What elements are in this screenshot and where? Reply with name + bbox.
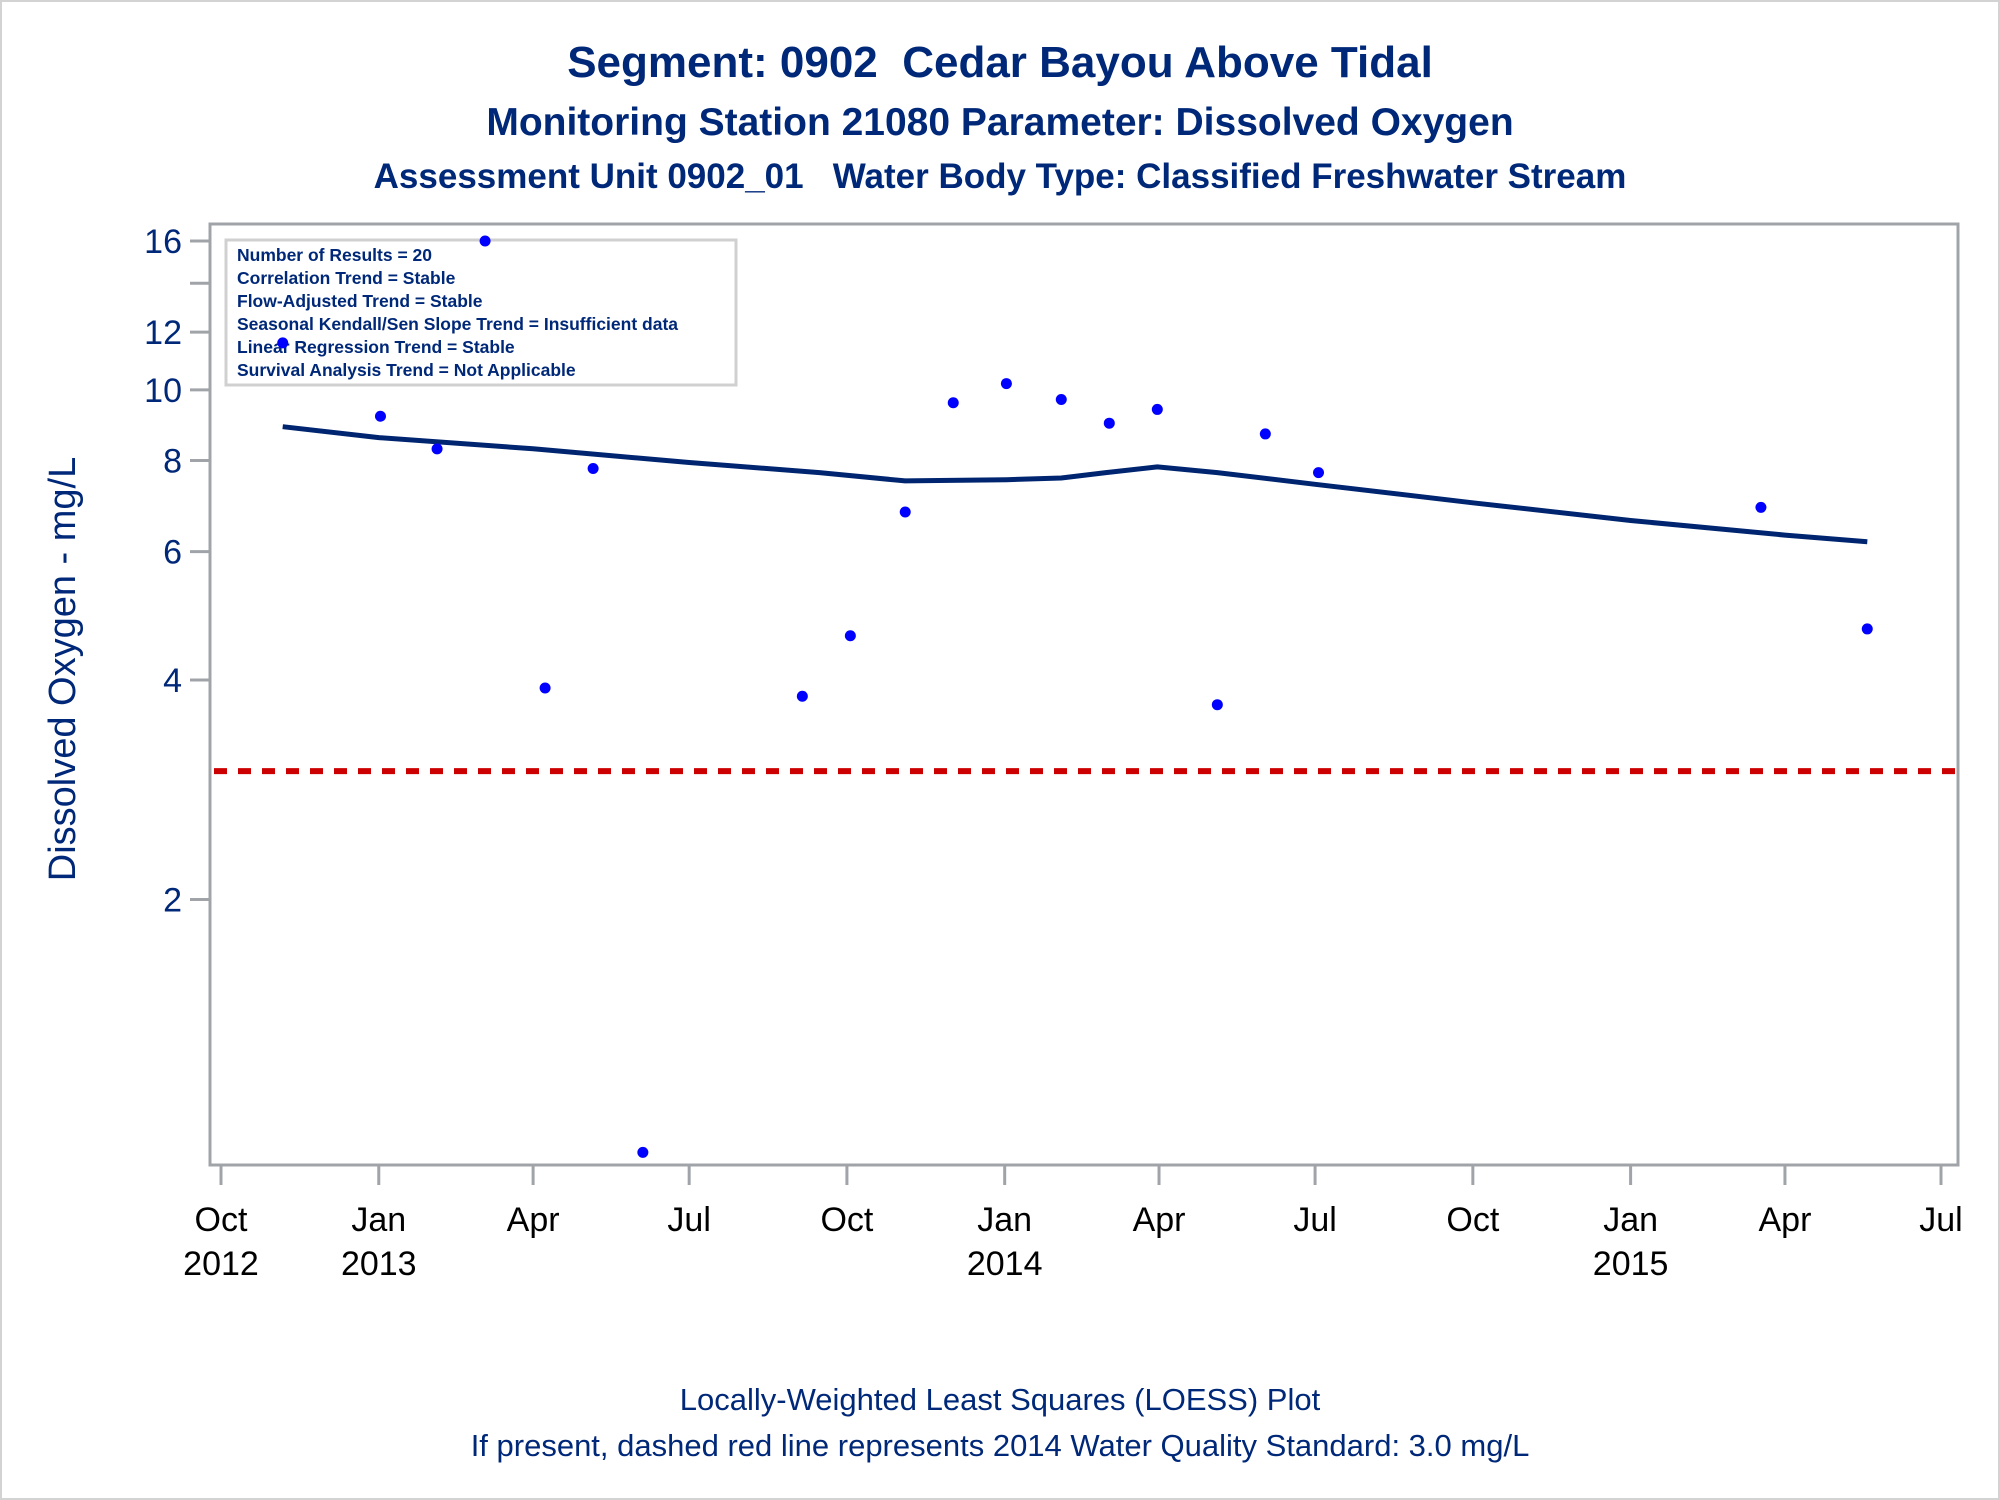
data-point <box>1000 378 1012 390</box>
x-tick-label: Oct <box>820 1201 873 1239</box>
data-point <box>539 682 551 694</box>
y-tick-label: 6 <box>163 534 182 572</box>
x-tick-label: Oct <box>1446 1201 1499 1239</box>
x-tick-label: Apr <box>1758 1201 1811 1239</box>
data-point <box>479 235 491 247</box>
y-tick-label: 10 <box>144 372 182 410</box>
data-point <box>796 690 808 702</box>
footnote-standard: If present, dashed red line represents 2… <box>470 1428 1530 1463</box>
y-tick-label: 2 <box>163 882 182 920</box>
data-point <box>1259 428 1271 440</box>
x-tick-label: Jan <box>977 1201 1032 1239</box>
data-point <box>431 443 443 455</box>
legend-line: Correlation Trend = Stable <box>237 268 456 288</box>
data-point <box>637 1146 649 1158</box>
data-point <box>277 337 289 349</box>
x-tick-label: Jul <box>1293 1201 1336 1239</box>
x-tick-label: Apr <box>507 1201 560 1239</box>
y-axis-label: Dissolved Oxygen - mg/L <box>42 457 84 882</box>
footnote-loess: Locally-Weighted Least Squares (LOESS) P… <box>679 1382 1321 1417</box>
y-tick-label: 4 <box>163 662 182 700</box>
data-point <box>1861 623 1873 635</box>
data-point <box>899 506 911 518</box>
x-tick-year-label: 2015 <box>1593 1245 1669 1283</box>
y-axis: 2 4 6 8 10 12 16 <box>144 223 210 920</box>
chart-subtitle-2: Assessment Unit 0902_01 Water Body Type:… <box>373 157 1627 196</box>
y-tick-label: 16 <box>144 223 182 261</box>
legend-line: Number of Results = 20 <box>237 245 432 265</box>
x-tick-label: Jul <box>667 1201 710 1239</box>
data-point <box>374 410 386 422</box>
data-points <box>277 235 1873 1158</box>
data-point <box>947 397 959 409</box>
data-point <box>1055 393 1067 405</box>
data-point <box>1211 699 1223 711</box>
data-point <box>1755 501 1767 513</box>
legend-line: Flow-Adjusted Trend = Stable <box>237 291 483 311</box>
x-tick-label: Jul <box>1919 1201 1962 1239</box>
legend-line: Seasonal Kendall/Sen Slope Trend = Insuf… <box>237 314 678 334</box>
plot-area <box>208 222 1960 1167</box>
data-point <box>1103 417 1115 429</box>
x-axis: Oct 2012 Jan 2013 Apr Jul Oct Jan 2014 Apr Jul Oct J… <box>183 1165 1963 1283</box>
data-point <box>587 463 599 475</box>
legend-line: Survival Analysis Trend = Not Applicable <box>237 360 576 380</box>
trend-legend-box: Number of Results = 20 Correlation Trend … <box>224 238 738 387</box>
x-tick-label: Apr <box>1133 1201 1186 1239</box>
legend-line: Linear Regression Trend = Stable <box>237 337 515 357</box>
data-point <box>844 630 856 642</box>
x-tick-label: Jan <box>1603 1201 1658 1239</box>
y-tick-label: 12 <box>144 314 182 352</box>
x-tick-label: Oct <box>195 1201 248 1239</box>
chart-title: Segment: 0902 Cedar Bayou Above Tidal <box>567 38 1433 87</box>
loess-line <box>282 424 1868 545</box>
chart-subtitle: Monitoring Station 21080 Parameter: Diss… <box>486 101 1514 144</box>
data-point <box>1313 467 1325 479</box>
data-point <box>1151 403 1163 415</box>
x-tick-label: Jan <box>351 1201 406 1239</box>
x-tick-year-label: 2012 <box>183 1245 259 1283</box>
y-tick-label: 8 <box>163 443 182 481</box>
x-tick-year-label: 2014 <box>967 1245 1043 1283</box>
x-tick-year-label: 2013 <box>341 1245 417 1283</box>
